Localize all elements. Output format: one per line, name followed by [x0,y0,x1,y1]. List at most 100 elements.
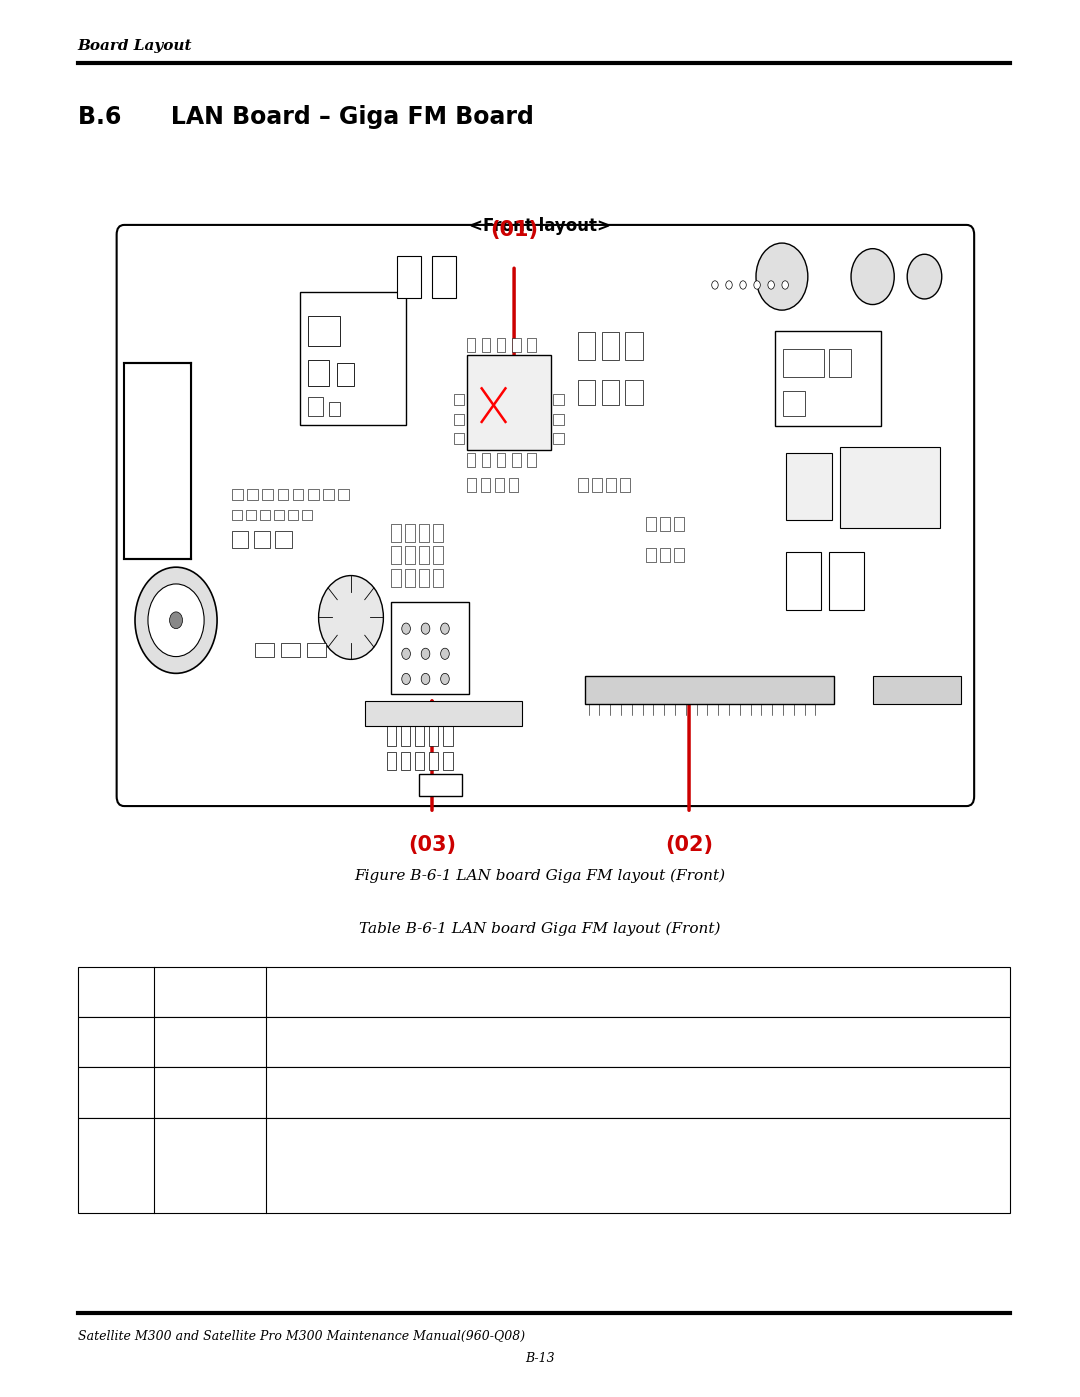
Text: LAN board Marvell controller IC: LAN board Marvell controller IC [271,1143,517,1157]
Bar [432,256,456,298]
Bar [433,569,443,587]
Circle shape [170,612,183,629]
Bar [873,676,961,704]
Bar [387,752,396,770]
Bar [415,752,424,770]
Bar [553,433,564,444]
Bar [497,338,505,352]
Bar [443,724,453,746]
Circle shape [421,648,430,659]
Bar [512,338,521,352]
Bar [387,724,396,746]
Text: Table B-6-1 LAN board Giga FM layout (Front): Table B-6-1 LAN board Giga FM layout (Fr… [360,922,720,936]
Bar [78,1067,1010,1118]
Bar [433,524,443,542]
Bar [829,349,851,377]
Bar [578,332,595,360]
Bar [302,510,312,520]
Bar [293,489,303,500]
Text: B-13: B-13 [525,1352,555,1365]
Bar [405,569,415,587]
Circle shape [441,673,449,685]
Bar [467,338,475,352]
Bar [783,349,824,377]
Bar [786,453,832,520]
Bar [329,402,340,416]
Bar [606,478,616,492]
Circle shape [421,623,430,634]
Bar [397,256,421,298]
Bar [262,489,273,500]
Circle shape [740,281,746,289]
Circle shape [402,623,410,634]
Bar [509,478,518,492]
Bar [620,478,630,492]
Circle shape [754,281,760,289]
Bar [783,391,805,416]
Bar [308,489,319,500]
Circle shape [756,243,808,310]
Circle shape [851,249,894,305]
Circle shape [782,281,788,289]
Bar [365,701,522,726]
Bar [419,524,429,542]
Bar [323,489,334,500]
Bar [391,524,401,542]
Bar [401,752,410,770]
Bar [443,752,453,770]
Bar [419,774,462,796]
Bar [660,548,670,562]
Circle shape [421,673,430,685]
Bar [288,510,298,520]
Text: Location: Location [160,985,232,999]
Text: FM tuner controller IC: FM tuner controller IC [271,1035,444,1049]
Bar [274,510,284,520]
Bar [775,331,881,426]
Text: (01): (01) [100,1035,132,1049]
Bar [840,447,940,528]
Text: (03): (03) [408,835,456,855]
Bar [232,489,243,500]
Text: <Front layout>: <Front layout> [469,217,611,235]
Text: (03): (03) [100,1158,132,1172]
Bar [429,752,438,770]
Bar [254,531,270,548]
Bar [281,643,300,657]
Bar [497,453,505,467]
Bar [467,355,551,450]
Bar [467,453,475,467]
Bar [78,1118,1010,1213]
Text: (02): (02) [665,835,713,855]
Circle shape [402,648,410,659]
Text: LAN board to M/B connector: LAN board to M/B connector [271,1085,492,1099]
Bar [391,546,401,564]
Bar [467,478,476,492]
Bar [660,517,670,531]
Text: (02): (02) [100,1085,132,1099]
Bar [260,510,270,520]
Bar [415,724,424,746]
Bar [512,453,521,467]
Bar [553,414,564,425]
Circle shape [402,673,410,685]
Bar [433,546,443,564]
Bar [553,394,564,405]
Bar [625,332,643,360]
Bar [405,546,415,564]
Bar [419,569,429,587]
Bar [454,414,464,425]
Text: 88E8072 for Giga: 88E8072 for Giga [271,1176,407,1190]
Bar [232,510,242,520]
Bar [401,724,410,746]
Bar [786,552,821,610]
Bar [454,433,464,444]
Circle shape [135,567,217,673]
Circle shape [768,281,774,289]
FancyBboxPatch shape [117,225,974,806]
Bar [578,478,588,492]
Bar [578,380,595,405]
Bar [308,360,329,386]
Bar [300,292,406,425]
Bar [337,363,354,386]
Circle shape [441,623,449,634]
